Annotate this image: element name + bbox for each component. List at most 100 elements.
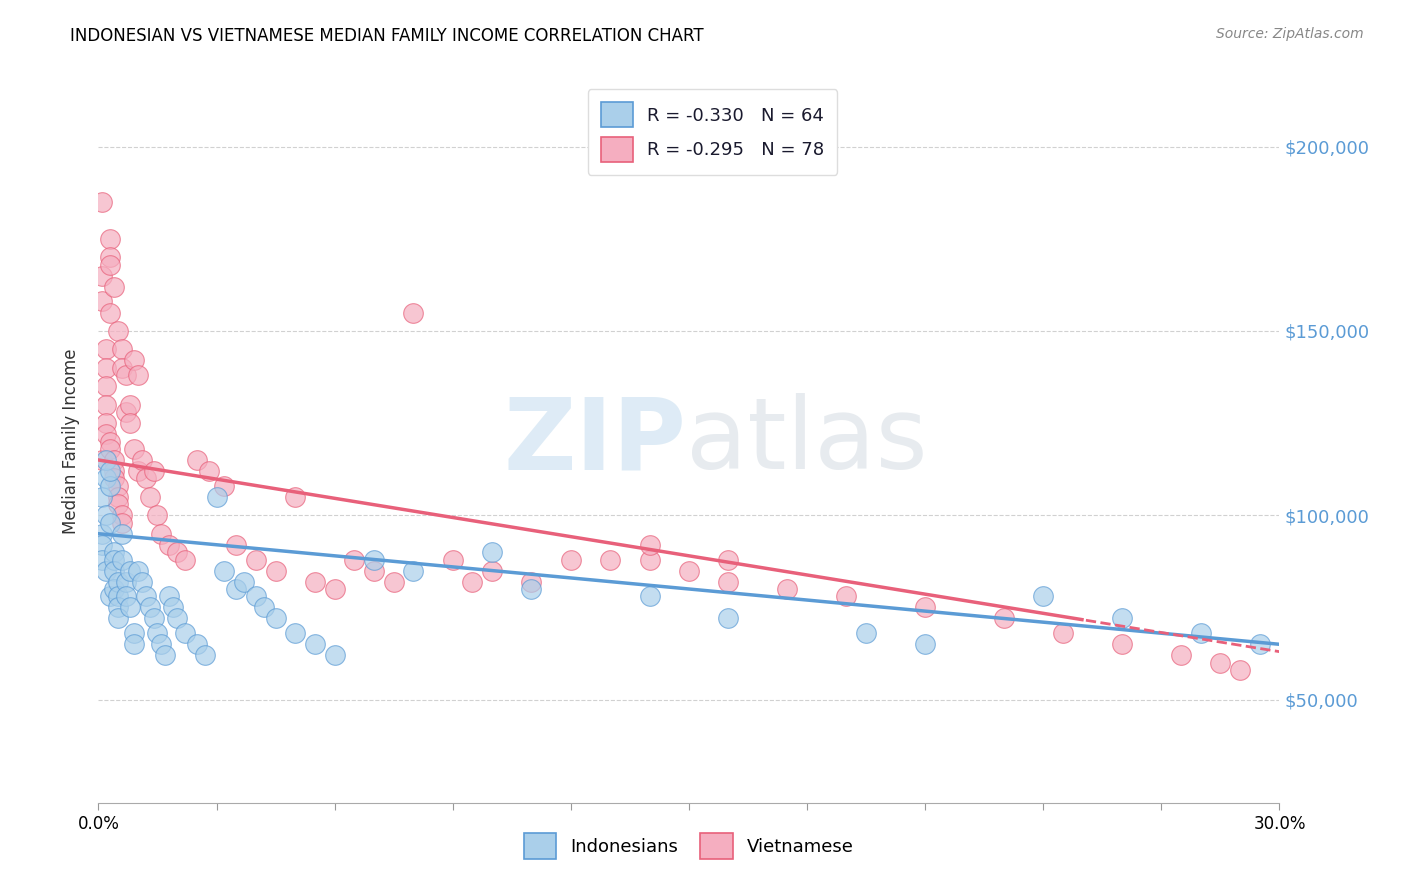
Point [98,250,121,264]
Point [245,552,267,566]
Point [131,574,153,589]
Point [122,637,145,651]
Point [233,574,256,589]
Point [96,471,118,485]
Point [98,232,121,246]
Point [118,564,141,578]
Point [855,626,877,640]
Point [481,564,503,578]
Point [678,564,700,578]
Point [520,582,543,596]
Point [98,442,121,456]
Point [103,582,125,596]
Point [107,611,129,625]
Point [560,552,582,566]
Point [91,552,114,566]
Point [343,552,366,566]
Y-axis label: Median Family Income: Median Family Income [62,349,80,534]
Point [103,453,125,467]
Point [91,294,114,309]
Point [157,538,180,552]
Point [96,564,118,578]
Point [1111,637,1133,651]
Point [993,611,1015,625]
Point [98,479,121,493]
Point [835,590,858,604]
Point [441,552,464,566]
Point [115,574,138,589]
Point [150,526,173,541]
Point [127,464,149,478]
Point [253,600,276,615]
Point [96,453,118,467]
Point [284,490,307,504]
Point [91,538,114,552]
Point [98,516,121,530]
Point [98,590,121,604]
Point [363,564,385,578]
Point [98,464,121,478]
Point [197,464,219,478]
Point [166,545,188,559]
Point [103,279,125,293]
Point [107,479,129,493]
Point [717,611,740,625]
Point [1111,611,1133,625]
Point [118,600,141,615]
Point [103,471,125,485]
Point [98,258,121,272]
Point [107,574,129,589]
Point [96,427,118,442]
Point [98,434,121,449]
Point [91,194,114,209]
Point [111,526,134,541]
Point [520,574,543,589]
Point [91,453,114,467]
Point [225,538,247,552]
Point [127,564,149,578]
Point [717,574,740,589]
Point [91,490,114,504]
Text: Source: ZipAtlas.com: Source: ZipAtlas.com [1216,27,1364,41]
Point [186,453,208,467]
Point [115,405,138,419]
Point [323,648,346,663]
Point [91,526,114,541]
Point [138,490,160,504]
Point [155,648,177,663]
Point [284,626,307,640]
Point [107,590,129,604]
Point [162,600,184,615]
Point [402,564,425,578]
Point [1209,656,1232,670]
Point [363,552,385,566]
Point [146,626,169,640]
Point [131,453,153,467]
Point [323,582,346,596]
Point [264,611,287,625]
Point [304,574,326,589]
Point [111,360,134,375]
Point [638,590,661,604]
Point [111,552,134,566]
Point [91,268,114,283]
Point [1249,637,1271,651]
Legend: Indonesians, Vietnamese: Indonesians, Vietnamese [516,826,862,866]
Point [142,464,165,478]
Point [103,464,125,478]
Point [115,368,138,383]
Point [402,305,425,319]
Point [599,552,621,566]
Point [174,626,197,640]
Point [914,637,936,651]
Point [776,582,799,596]
Point [103,564,125,578]
Point [146,508,169,523]
Point [138,600,160,615]
Point [1170,648,1192,663]
Point [103,545,125,559]
Point [107,324,129,338]
Point [186,637,208,651]
Point [127,368,149,383]
Point [96,379,118,393]
